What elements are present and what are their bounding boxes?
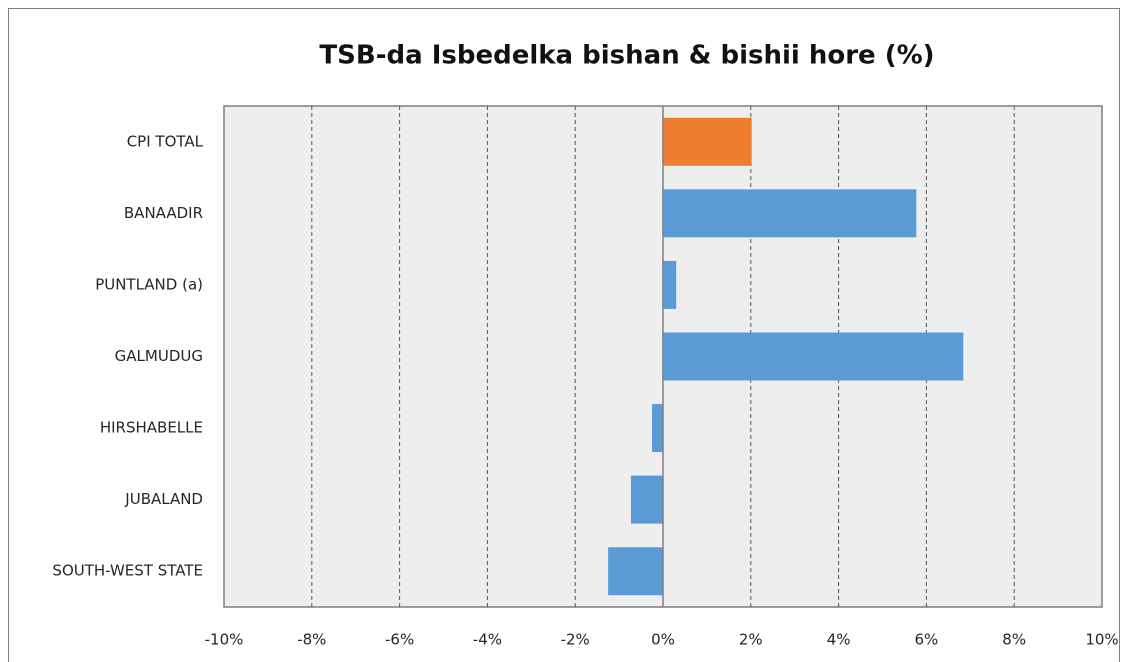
- x-tick-label: 8%: [1002, 631, 1026, 649]
- x-tick-label: 10%: [1085, 631, 1118, 649]
- y-tick-label: CPI TOTAL: [127, 132, 204, 150]
- bar: [663, 117, 752, 166]
- y-tick-label: HIRSHABELLE: [100, 419, 203, 437]
- y-tick-label: PUNTLAND (a): [95, 275, 203, 293]
- x-tick-label: 2%: [739, 631, 763, 649]
- x-tick-label: -6%: [385, 631, 414, 649]
- x-tick-label: -10%: [205, 631, 244, 649]
- x-tick-label: -8%: [297, 631, 326, 649]
- chart-title: TSB-da Isbedelka bishan & bishii hore (%…: [319, 41, 934, 71]
- bar: [663, 332, 964, 381]
- y-tick-label: BANAADIR: [124, 204, 203, 222]
- bar: [608, 547, 663, 596]
- bar: [663, 189, 917, 238]
- bar: [630, 475, 663, 524]
- bar: [652, 404, 663, 453]
- x-tick-label: 0%: [651, 631, 675, 649]
- y-tick-label: GALMUDUG: [115, 347, 203, 365]
- x-tick-label: 4%: [827, 631, 851, 649]
- bar: [663, 260, 677, 309]
- x-tick-label: -2%: [561, 631, 590, 649]
- y-tick-label: JUBALAND: [124, 490, 203, 508]
- x-tick-label: -4%: [473, 631, 502, 649]
- x-tick-label: 6%: [915, 631, 939, 649]
- y-tick-label: SOUTH-WEST STATE: [52, 562, 203, 580]
